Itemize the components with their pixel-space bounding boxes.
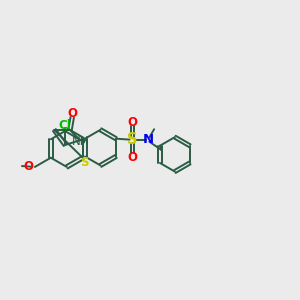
Text: S: S bbox=[127, 132, 138, 147]
Text: NH: NH bbox=[72, 135, 90, 148]
Text: Cl: Cl bbox=[59, 119, 72, 132]
Text: O: O bbox=[68, 107, 78, 120]
Text: O: O bbox=[24, 160, 34, 173]
Text: O: O bbox=[128, 151, 137, 164]
Text: O: O bbox=[128, 116, 137, 129]
Text: N: N bbox=[142, 133, 154, 146]
Text: S: S bbox=[81, 156, 89, 169]
